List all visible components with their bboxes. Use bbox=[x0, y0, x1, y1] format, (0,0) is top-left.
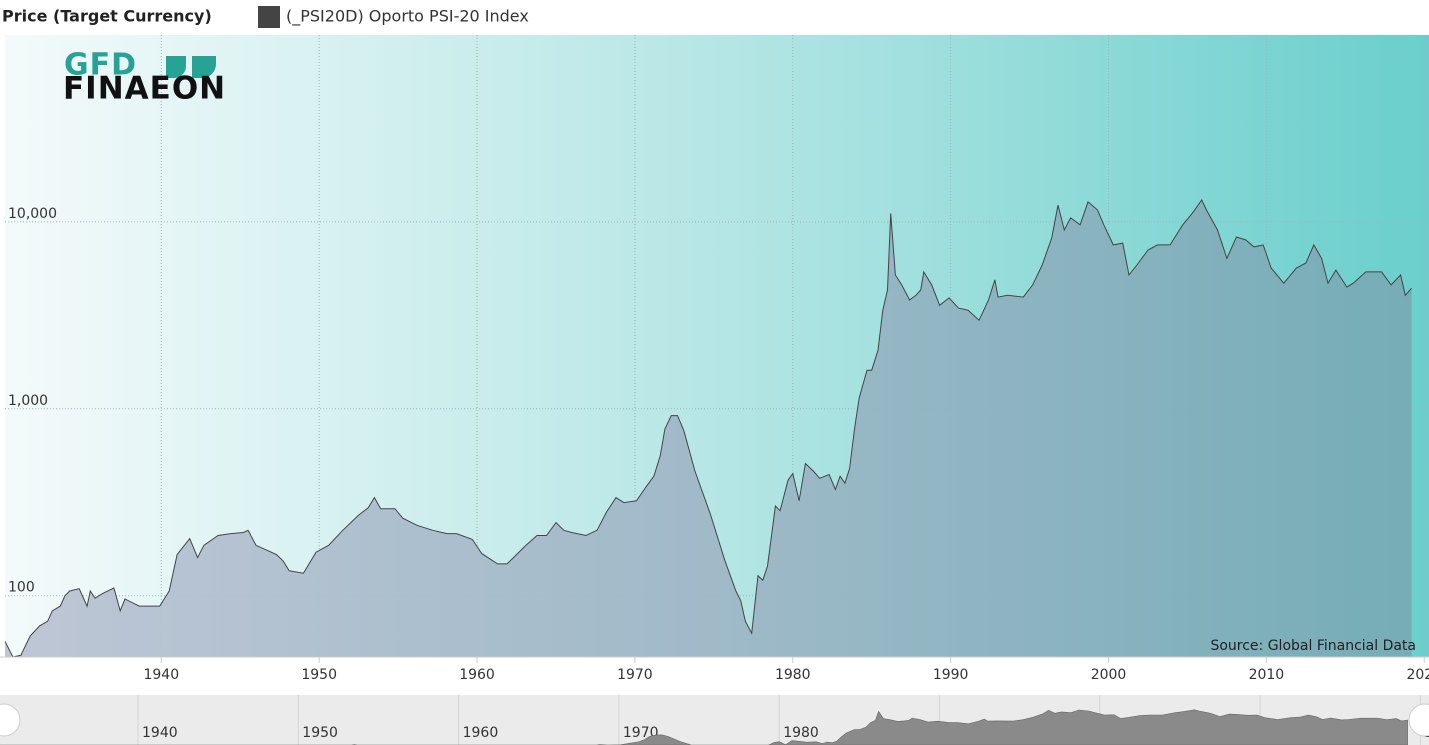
legend-label[interactable]: (_PSI20D) Oporto PSI-20 Index bbox=[286, 7, 529, 27]
legend-swatch bbox=[258, 6, 280, 28]
y-tick-label: 1,000 bbox=[8, 393, 48, 409]
x-tick-label: 2020 bbox=[1406, 667, 1429, 683]
x-tick-label: 1990 bbox=[933, 667, 969, 683]
navigator-tick-label: 1940 bbox=[142, 725, 178, 741]
logo-leaf bbox=[166, 56, 186, 78]
x-tick-label: 1940 bbox=[143, 667, 179, 683]
logo: GFD FINAEON bbox=[63, 48, 226, 107]
area bbox=[5, 200, 1412, 657]
logo-top: GFD bbox=[64, 48, 137, 83]
x-tick-label: 1980 bbox=[775, 667, 811, 683]
navigator-area bbox=[0, 709, 1408, 745]
y-tick-label: 100 bbox=[8, 580, 35, 596]
source-note: Source: Global Financial Data bbox=[1210, 638, 1416, 654]
logo-bottom: FINAEON bbox=[63, 71, 226, 107]
y-axis-title: Price (Target Currency) bbox=[2, 7, 212, 26]
x-tick-label: 2000 bbox=[1091, 667, 1127, 683]
x-tick-label: 1950 bbox=[301, 667, 337, 683]
navigator-tick-label: 1980 bbox=[783, 725, 819, 741]
navigator-tick-label: 1960 bbox=[463, 725, 499, 741]
navigator-handle[interactable] bbox=[1408, 703, 1429, 737]
x-tick-label: 1970 bbox=[617, 667, 653, 683]
navigator-tick-label: 1950 bbox=[302, 725, 338, 741]
logo-leaf bbox=[192, 56, 216, 78]
y-tick-label: 10,000 bbox=[8, 206, 57, 222]
x-tick-label: 1960 bbox=[459, 667, 495, 683]
x-tick-label: 2010 bbox=[1249, 667, 1285, 683]
navigator-handle[interactable] bbox=[0, 703, 21, 737]
line bbox=[5, 199, 1412, 657]
